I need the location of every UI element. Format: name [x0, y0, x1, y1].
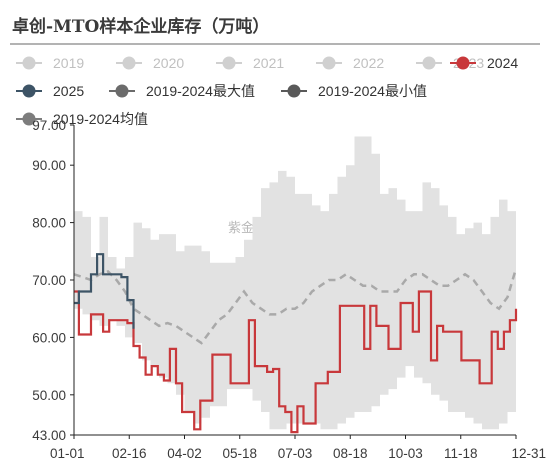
- legend-marker: [22, 112, 36, 126]
- legend-marker: [322, 56, 336, 70]
- series-2024: [74, 290, 518, 434]
- mean-series: [73, 268, 518, 345]
- legend-item-1: 2019: [16, 55, 84, 71]
- legend-marker: [22, 56, 36, 70]
- series-2024-line: [74, 290, 518, 434]
- legend-marker: [287, 84, 301, 98]
- x-tick-label: 04-02: [167, 446, 202, 461]
- legend-marker: [456, 56, 470, 70]
- legend-item-6: 2024: [450, 55, 518, 71]
- legend-item-8: 2019-2024最大值: [109, 83, 255, 99]
- mean-line: [73, 268, 518, 345]
- x-tick-label: 01-01: [50, 446, 85, 461]
- legend-label: 2019-2024最大值: [146, 83, 255, 99]
- legend-marker: [122, 56, 136, 70]
- axes: 43.00 50.00 60.00 70.00 80.00 90.00 97.00 01-01…: [32, 118, 546, 461]
- legend-label: 2022: [353, 55, 384, 71]
- y-tick-label: 80.00: [32, 216, 66, 231]
- legend-label: 2019-2024均值: [53, 111, 148, 127]
- y-tick-label: 60.00: [32, 330, 66, 345]
- series-2025-line: [74, 253, 135, 329]
- legend-label: 2021: [253, 55, 284, 71]
- legend-label: 2019: [53, 55, 84, 71]
- legend: 20192020202120222023202420252019-2024最大值…: [16, 55, 518, 127]
- x-tick-label: 12-31: [511, 446, 546, 461]
- legend-marker: [22, 84, 36, 98]
- x-tick-label: 05-18: [222, 446, 257, 461]
- legend-item-7: 2025: [16, 83, 84, 99]
- legend-label: 2024: [487, 55, 518, 71]
- legend-label: 2025: [53, 83, 84, 99]
- chart-title: 卓创-MTO样本企业库存（万吨）: [12, 16, 269, 37]
- legend-item-9: 2019-2024最小值: [281, 83, 427, 99]
- legend-item-3: 2021: [216, 55, 284, 71]
- x-tick-label: 08-18: [333, 446, 368, 461]
- y-tick-label: 70.00: [32, 273, 66, 288]
- x-tick-label: 10-03: [388, 446, 423, 461]
- y-tick-label: 90.00: [32, 158, 66, 173]
- band-area: [74, 136, 516, 430]
- legend-item-4: 2022: [316, 55, 384, 71]
- legend-item-2: 2020: [116, 55, 184, 71]
- x-tick-label: 07-03: [278, 446, 313, 461]
- y-tick-label: 50.00: [32, 388, 66, 403]
- x-tick-label: 11-18: [444, 446, 478, 461]
- x-tick-label: 02-16: [112, 446, 147, 461]
- legend-item-10: 2019-2024均值: [16, 111, 148, 127]
- series-2025: [74, 253, 135, 329]
- legend-label: 2019-2024最小值: [318, 83, 427, 99]
- legend-marker: [422, 56, 436, 70]
- legend-marker: [222, 56, 236, 70]
- y-tick-label: 97.00: [32, 118, 66, 133]
- range-band: [74, 136, 516, 430]
- legend-marker: [115, 84, 129, 98]
- y-tick-label: 43.00: [32, 428, 66, 443]
- legend-label: 2020: [153, 55, 184, 71]
